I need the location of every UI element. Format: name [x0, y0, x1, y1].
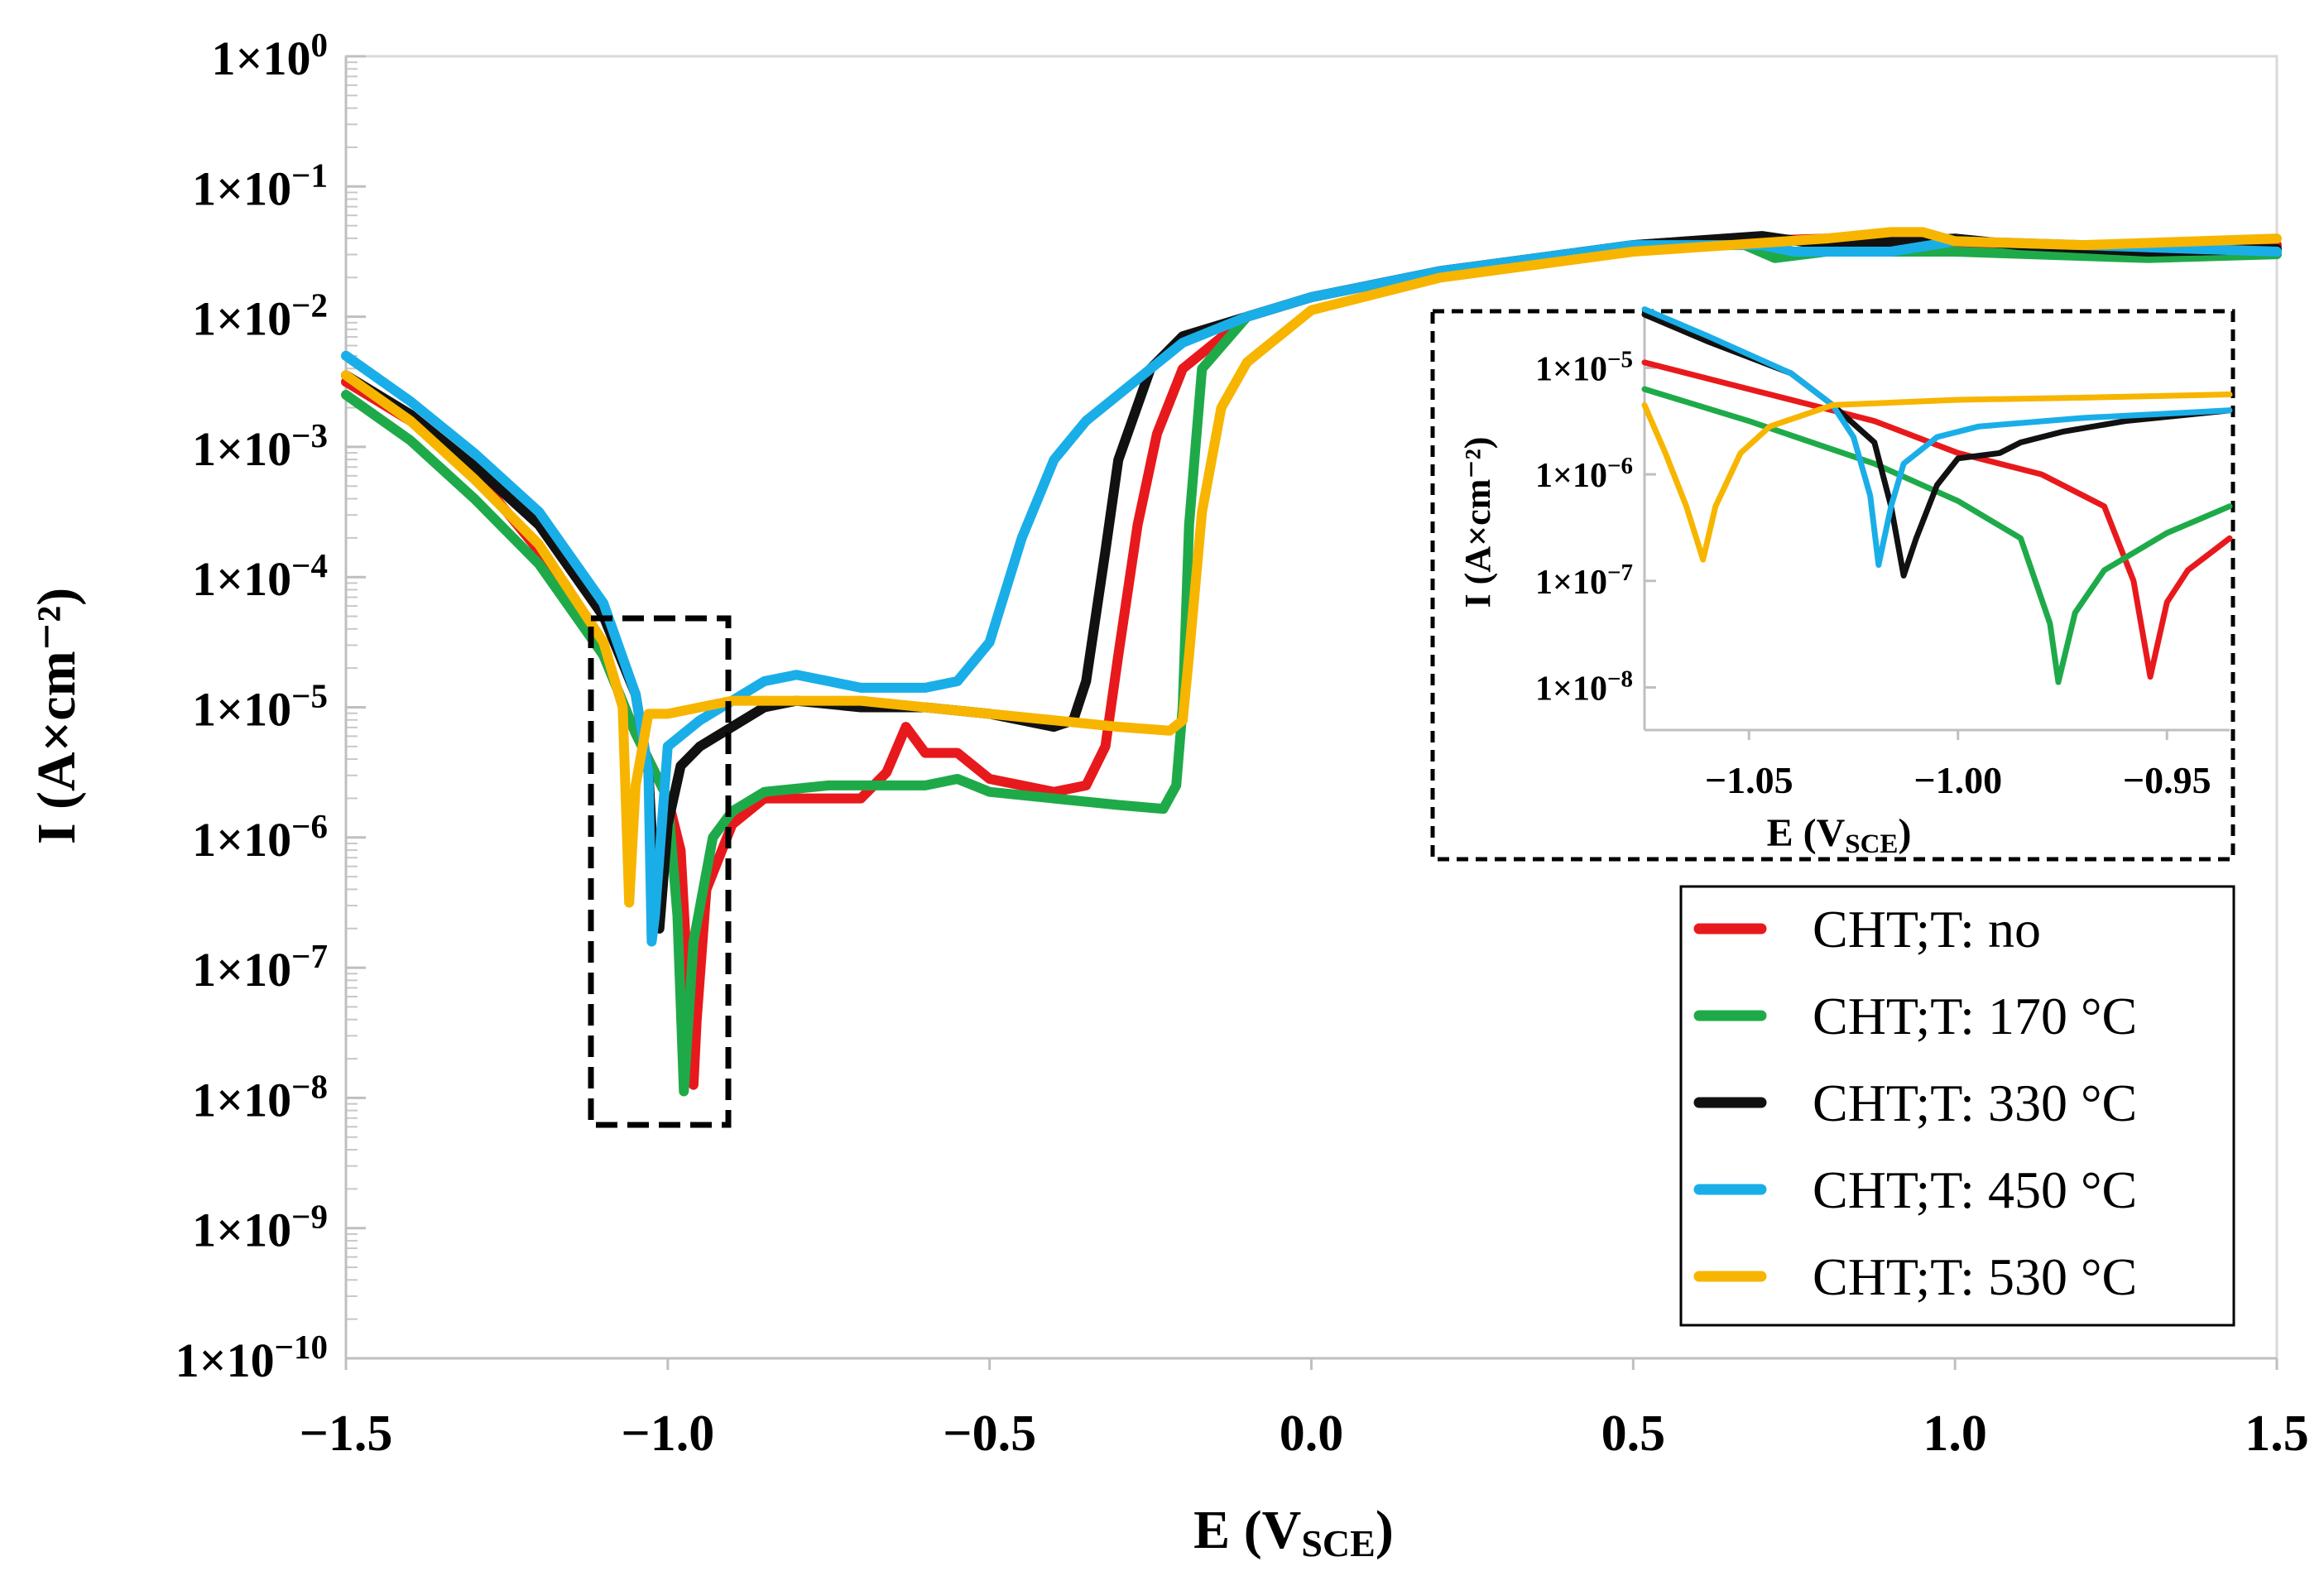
inset-y-tick-label: 1×10−8	[1535, 666, 1633, 709]
series-line-4	[341, 227, 2282, 908]
x-tick-label: 0.5	[1601, 1405, 1666, 1462]
legend-label-0: CHT;T: no	[1813, 900, 2041, 959]
inset-series-line-4	[1641, 392, 2233, 563]
y-axis-label: I (A×cm⁻²)	[26, 588, 87, 844]
x-tick-label: −1.0	[621, 1405, 714, 1462]
legend-label-1: CHT;T: 170 °C	[1813, 987, 2137, 1045]
inset-y-axis-label: I (A×cm⁻²)	[1457, 437, 1498, 608]
x-axis-label: E (VSCE)	[1193, 1500, 1394, 1564]
x-axis-ticks: −1.5 −1.0 −0.5 0.0 0.5 1.0 1.5	[300, 1358, 2309, 1462]
inset-y-tick-label: 1×10−7	[1535, 560, 1633, 602]
legend-label-3: CHT;T: 450 °C	[1813, 1160, 2137, 1219]
y-tick-label: 1×10−5	[192, 677, 328, 737]
inset-x-axis-ticks: −1.05 −1.00 −0.95	[1705, 730, 2211, 801]
inset-x-tick-label: −0.95	[2123, 759, 2211, 801]
x-tick-label: 1.5	[2245, 1405, 2309, 1462]
y-tick-label: 1×10−2	[192, 286, 328, 346]
inset-series-line-0	[1641, 359, 2233, 680]
legend: CHT;T: no CHT;T: 170 °C CHT;T: 330 °C CHT;T…	[1693, 900, 2137, 1306]
x-tick-label: 1.0	[1923, 1405, 1987, 1462]
legend-box	[1679, 885, 2235, 1327]
y-tick-label: 1×10−7	[192, 937, 328, 997]
legend-label-4: CHT;T: 530 °C	[1813, 1247, 2137, 1306]
y-tick-label: 1×10−6	[192, 807, 328, 867]
zoom-region-box	[588, 615, 732, 1128]
y-tick-label: 1×10−10	[175, 1328, 328, 1387]
y-axis-minor-ticks	[346, 61, 358, 1320]
inset-y-tick-label: 1×10−6	[1535, 453, 1633, 495]
inset-x-axis-label: E (VSCE)	[1767, 811, 1912, 859]
inset-y-tick-label: 1×10−5	[1535, 346, 1633, 388]
y-tick-label: 1×10−1	[192, 156, 328, 215]
inset-y-axis-ticks: 1×10−5 1×10−6 1×10−7 1×10−8	[1535, 346, 1656, 709]
x-tick-label: −0.5	[943, 1405, 1036, 1462]
inset-series-group	[1641, 306, 2233, 685]
y-tick-label: 1×10−9	[192, 1198, 328, 1257]
y-tick-label: 1×100	[211, 26, 328, 85]
inset-series-line-3	[1641, 306, 2233, 568]
inset-x-tick-label: −1.00	[1913, 759, 2002, 801]
x-tick-label: −1.5	[300, 1405, 393, 1462]
inset-series-line-1	[1641, 386, 2233, 685]
inset-x-tick-label: −1.05	[1705, 759, 1793, 801]
y-tick-label: 1×10−8	[192, 1067, 328, 1127]
x-tick-label: 0.0	[1280, 1405, 1344, 1462]
y-tick-label: 1×10−4	[192, 546, 328, 606]
y-axis-ticks: 1×100 1×10−1 1×10−2 1×10−3 1×10−4 1×10−5 1×10−…	[175, 26, 366, 1387]
y-tick-label: 1×10−3	[192, 416, 328, 476]
legend-label-2: CHT;T: 330 °C	[1813, 1074, 2137, 1132]
main-series-group	[341, 227, 2282, 1097]
